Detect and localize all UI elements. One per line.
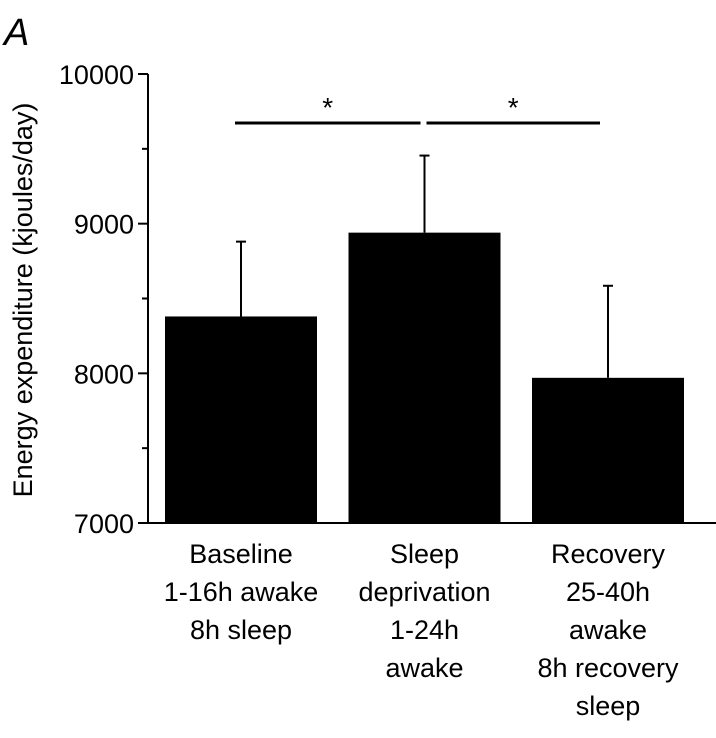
x-tick-label: Recovery (551, 539, 666, 569)
x-tick-label: awake (385, 653, 463, 683)
x-tick-label: deprivation (358, 577, 490, 607)
bar (165, 316, 317, 523)
x-tick-label: awake (569, 615, 647, 645)
bar (532, 377, 684, 523)
x-tick-label: 1-24h (390, 615, 459, 645)
x-tick-label: 1-16h awake (164, 577, 319, 607)
x-tick-label: Sleep (390, 539, 459, 569)
significance-marker: * (322, 92, 333, 123)
y-tick-label: 7000 (74, 509, 134, 539)
y-tick-label: 10000 (59, 60, 134, 90)
y-tick-label: 9000 (74, 210, 134, 240)
bar (348, 232, 501, 523)
panel-label: A (2, 12, 29, 54)
x-tick-label: sleep (576, 691, 641, 721)
x-tick-label: 25-40h (566, 577, 650, 607)
y-tick-label: 8000 (74, 359, 134, 389)
x-tick-label: 8h sleep (190, 615, 292, 645)
x-tick-label: Baseline (189, 539, 293, 569)
x-tick-label: 8h recovery (537, 653, 679, 683)
y-axis-label: Energy expenditure (kjoules/day) (8, 103, 38, 498)
significance-marker: * (508, 92, 519, 123)
